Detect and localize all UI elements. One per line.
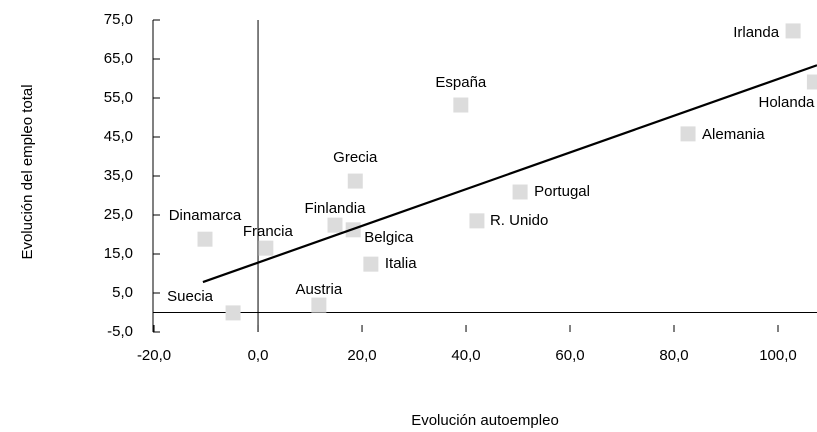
y-tick-label: -5,0 xyxy=(107,323,133,340)
y-tick-label: 65,0 xyxy=(104,50,133,67)
point-label: Dinamarca xyxy=(169,207,242,224)
point-label: Francia xyxy=(243,223,294,240)
point-label: Belgica xyxy=(364,229,414,246)
y-tick-label: 25,0 xyxy=(104,206,133,223)
point xyxy=(347,173,363,189)
y-axis-title: Evolución del empleo total xyxy=(19,84,36,259)
point-label: España xyxy=(435,74,487,91)
point xyxy=(806,74,817,90)
point-label: Irlanda xyxy=(733,24,780,41)
point xyxy=(469,213,485,229)
point xyxy=(680,126,696,142)
x-tick-label: 100,0 xyxy=(759,347,797,364)
point xyxy=(311,297,327,313)
point xyxy=(225,305,241,321)
point-label: Grecia xyxy=(333,149,378,166)
point-label: Suecia xyxy=(167,288,214,305)
point xyxy=(785,23,801,39)
x-tick-label: -20,0 xyxy=(137,347,171,364)
y-tick-label: 5,0 xyxy=(112,284,133,301)
y-tick-label: 35,0 xyxy=(104,167,133,184)
x-tick-label: 40,0 xyxy=(451,347,480,364)
point xyxy=(197,231,213,247)
point-label: Finlandia xyxy=(305,200,367,217)
point-label: Holanda xyxy=(759,94,816,111)
point-label: Italia xyxy=(385,255,417,272)
point xyxy=(453,97,469,113)
x-axis-title: Evolución autoempleo xyxy=(411,412,559,429)
point xyxy=(363,256,379,272)
point xyxy=(327,217,343,233)
y-tick-label: 15,0 xyxy=(104,245,133,262)
y-tick-label: 55,0 xyxy=(104,89,133,106)
trendline xyxy=(202,64,817,284)
point xyxy=(512,184,528,200)
point-label: R. Unido xyxy=(490,212,548,229)
point xyxy=(258,240,274,256)
point-label: Austria xyxy=(296,281,343,298)
x-tick-label: 60,0 xyxy=(555,347,584,364)
y-tick-label: 45,0 xyxy=(104,128,133,145)
x-tick-label: 20,0 xyxy=(347,347,376,364)
y-tick-label: 75,0 xyxy=(104,11,133,28)
point-label: Alemania xyxy=(702,126,765,143)
point-label: Portugal xyxy=(534,183,590,200)
x-tick-label: 80,0 xyxy=(659,347,688,364)
x-tick-label: 0,0 xyxy=(248,347,269,364)
